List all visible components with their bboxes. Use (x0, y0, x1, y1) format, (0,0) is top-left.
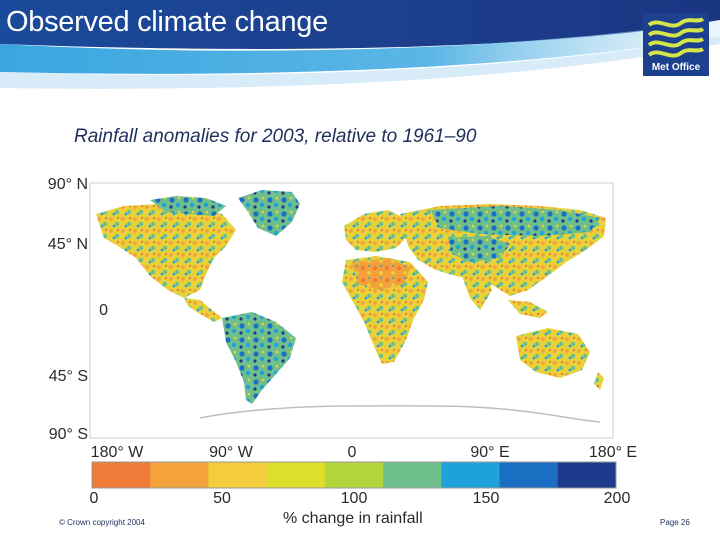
scale-swatch (266, 462, 326, 488)
landmass-south-america (222, 312, 296, 404)
logo-text: Met Office (651, 62, 701, 73)
landmass-new-zealand (594, 372, 604, 390)
scale-swatch (208, 462, 268, 488)
antarctica-outline (199, 405, 601, 423)
scale-swatch (324, 462, 384, 488)
region-sahara-dry (352, 258, 410, 290)
lon-label-180e: 180° E (588, 444, 638, 461)
scale-label-50: 50 (213, 490, 231, 507)
scale-title: % change in rainfall (283, 510, 423, 527)
lon-label-180w: 180° W (90, 444, 144, 461)
lon-label-90w: 90° W (209, 444, 253, 461)
scale-border (91, 461, 617, 489)
lat-label-45s: 45° S (48, 368, 88, 385)
lat-label-45n: 45° N (47, 236, 88, 253)
header-band: Observed climate change Met Office (0, 0, 720, 95)
scale-swatch (499, 462, 559, 488)
lon-label-90e: 90° E (470, 444, 510, 461)
lat-label-90n: 90° N (47, 176, 88, 193)
landmass-australia (516, 328, 590, 378)
map-axis-labels: 90° N 45° N 0 45° S 90° S 180° W 90° W 0… (47, 176, 638, 461)
region-central-asia-wet (448, 236, 510, 262)
scale-swatch (150, 462, 209, 488)
lat-label-equator: 0 (99, 302, 108, 319)
landmass-europe (344, 210, 408, 252)
header-background (0, 0, 720, 89)
rainfall-anomaly-map: 90° N 45° N 0 45° S 90° S 180° W 90° W 0… (47, 176, 638, 489)
scale-swatch (441, 462, 501, 488)
scale-label-150: 150 (472, 490, 500, 507)
color-scale-bar (91, 461, 617, 489)
landmass-greenland (238, 190, 300, 236)
landmass-north-america (96, 204, 236, 298)
scale-label-200: 200 (603, 490, 631, 507)
landmass-canada-north (150, 196, 226, 216)
landmass-india (462, 274, 492, 310)
lat-label-90s: 90° S (48, 426, 88, 443)
scale-swatch (557, 462, 617, 488)
landmass-central-america (184, 298, 222, 322)
landmass-southeast-asia (508, 300, 548, 318)
region-siberia-wet (430, 206, 600, 236)
copyright-note: © Crown copyright 2004 (59, 518, 145, 527)
page-number: Page 26 (660, 518, 690, 527)
scale-label-0: 0 (89, 490, 99, 507)
scale-swatch (92, 462, 151, 488)
met-office-logo: Met Office (643, 13, 709, 76)
map-subtitle: Rainfall anomalies for 2003, relative to… (74, 126, 477, 147)
scale-label-100: 100 (340, 490, 368, 507)
slide-title: Observed climate change (6, 6, 328, 38)
scale-swatch (383, 462, 442, 488)
lon-label-0: 0 (347, 444, 357, 461)
met-office-waves-icon (647, 17, 705, 58)
